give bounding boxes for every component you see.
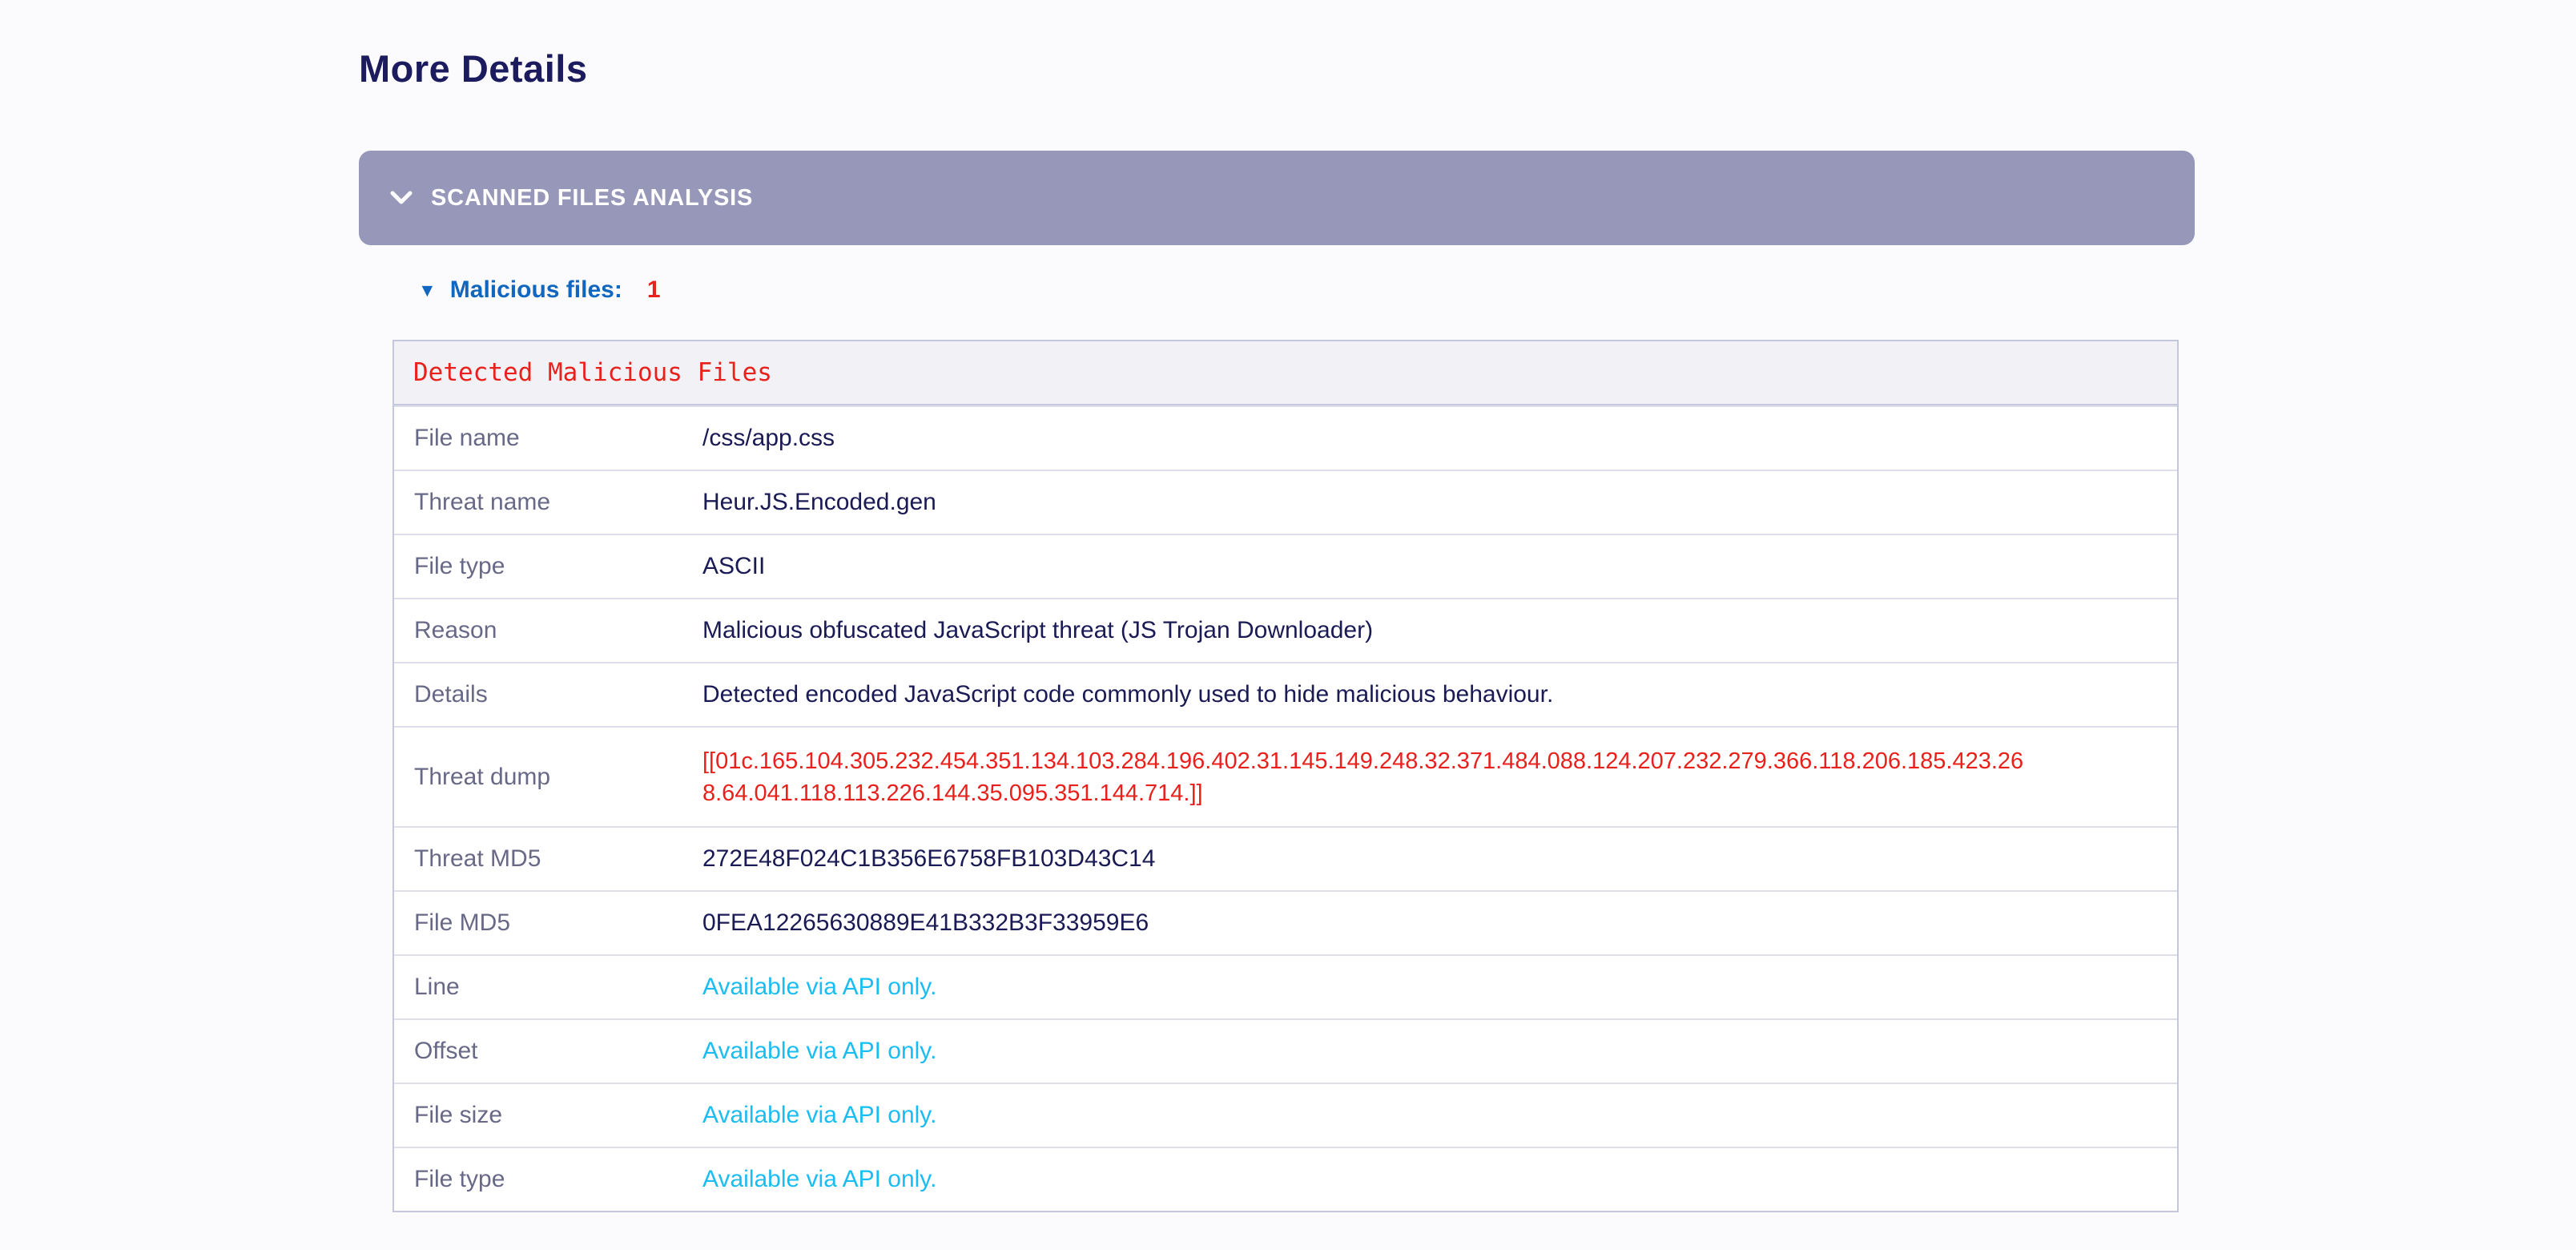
row-label: Offset [414,1038,478,1064]
row-label: Threat dump [414,763,551,790]
row-label: File MD5 [414,909,511,936]
page-title: More Details [359,47,588,90]
malicious-files-label: Malicious files: [449,276,622,303]
table-row-line: Line Available via API only. [394,954,2177,1018]
table-row-offset: Offset Available via API only. [394,1018,2177,1083]
table-row-threat-dump: Threat dump [[01c.165.104.305.232.454.35… [394,726,2177,826]
row-value: /css/app.css [702,425,835,451]
row-value: 272E48F024C1B356E6758FB103D43C14 [702,845,1156,872]
row-label: Threat MD5 [414,845,541,872]
section-title: SCANNED FILES ANALYSIS [431,184,754,211]
row-label: Details [414,681,488,708]
table-row-file-md5: File MD5 0FEA12265630889E41B332B3F33959E… [394,890,2177,954]
table-row-file-name: File name /css/app.css [394,405,2177,470]
row-label: Reason [414,617,497,643]
row-value: 0FEA12265630889E41B332B3F33959E6 [702,909,1149,936]
malicious-files-toggle[interactable]: ▼ Malicious files: 1 [418,276,2195,304]
row-value-api-only: Available via API only. [702,974,937,1000]
table-row-file-size: File size Available via API only. [394,1083,2177,1147]
table-row-file-type: File type ASCII [394,534,2177,598]
malicious-file-table: Detected Malicious Files File name /css/… [392,340,2179,1212]
row-value: Malicious obfuscated JavaScript threat (… [702,617,1374,643]
row-label: File type [414,1166,505,1192]
table-row-threat-name: Threat name Heur.JS.Encoded.gen [394,470,2177,534]
details-panel: More Details SCANNED FILES ANALYSIS ▼ Ma… [359,0,2195,1212]
row-label: File size [414,1102,503,1128]
row-value: ASCII [702,553,766,579]
row-value: Heur.JS.Encoded.gen [702,489,936,515]
table-row-threat-md5: Threat MD5 272E48F024C1B356E6758FB103D43… [394,826,2177,890]
table-row-reason: Reason Malicious obfuscated JavaScript t… [394,598,2177,662]
table-row-details: Details Detected encoded JavaScript code… [394,662,2177,726]
table-row-file-type-2: File type Available via API only. [394,1147,2177,1211]
triangle-down-icon: ▼ [418,279,437,300]
row-value: Detected encoded JavaScript code commonl… [702,681,1554,708]
row-value-threat-dump: [[01c.165.104.305.232.454.351.134.103.28… [702,748,2024,806]
row-label: Threat name [414,489,551,515]
row-value-api-only: Available via API only. [702,1038,937,1064]
malicious-files-count: 1 [646,276,661,303]
row-label: Line [414,974,460,1000]
row-value-api-only: Available via API only. [702,1166,937,1192]
chevron-down-icon [390,191,413,204]
row-value-api-only: Available via API only. [702,1102,937,1128]
row-label: File name [414,425,520,451]
table-header: Detected Malicious Files [394,341,2177,405]
section-header-scanned-files[interactable]: SCANNED FILES ANALYSIS [359,151,2195,245]
row-label: File type [414,553,505,579]
